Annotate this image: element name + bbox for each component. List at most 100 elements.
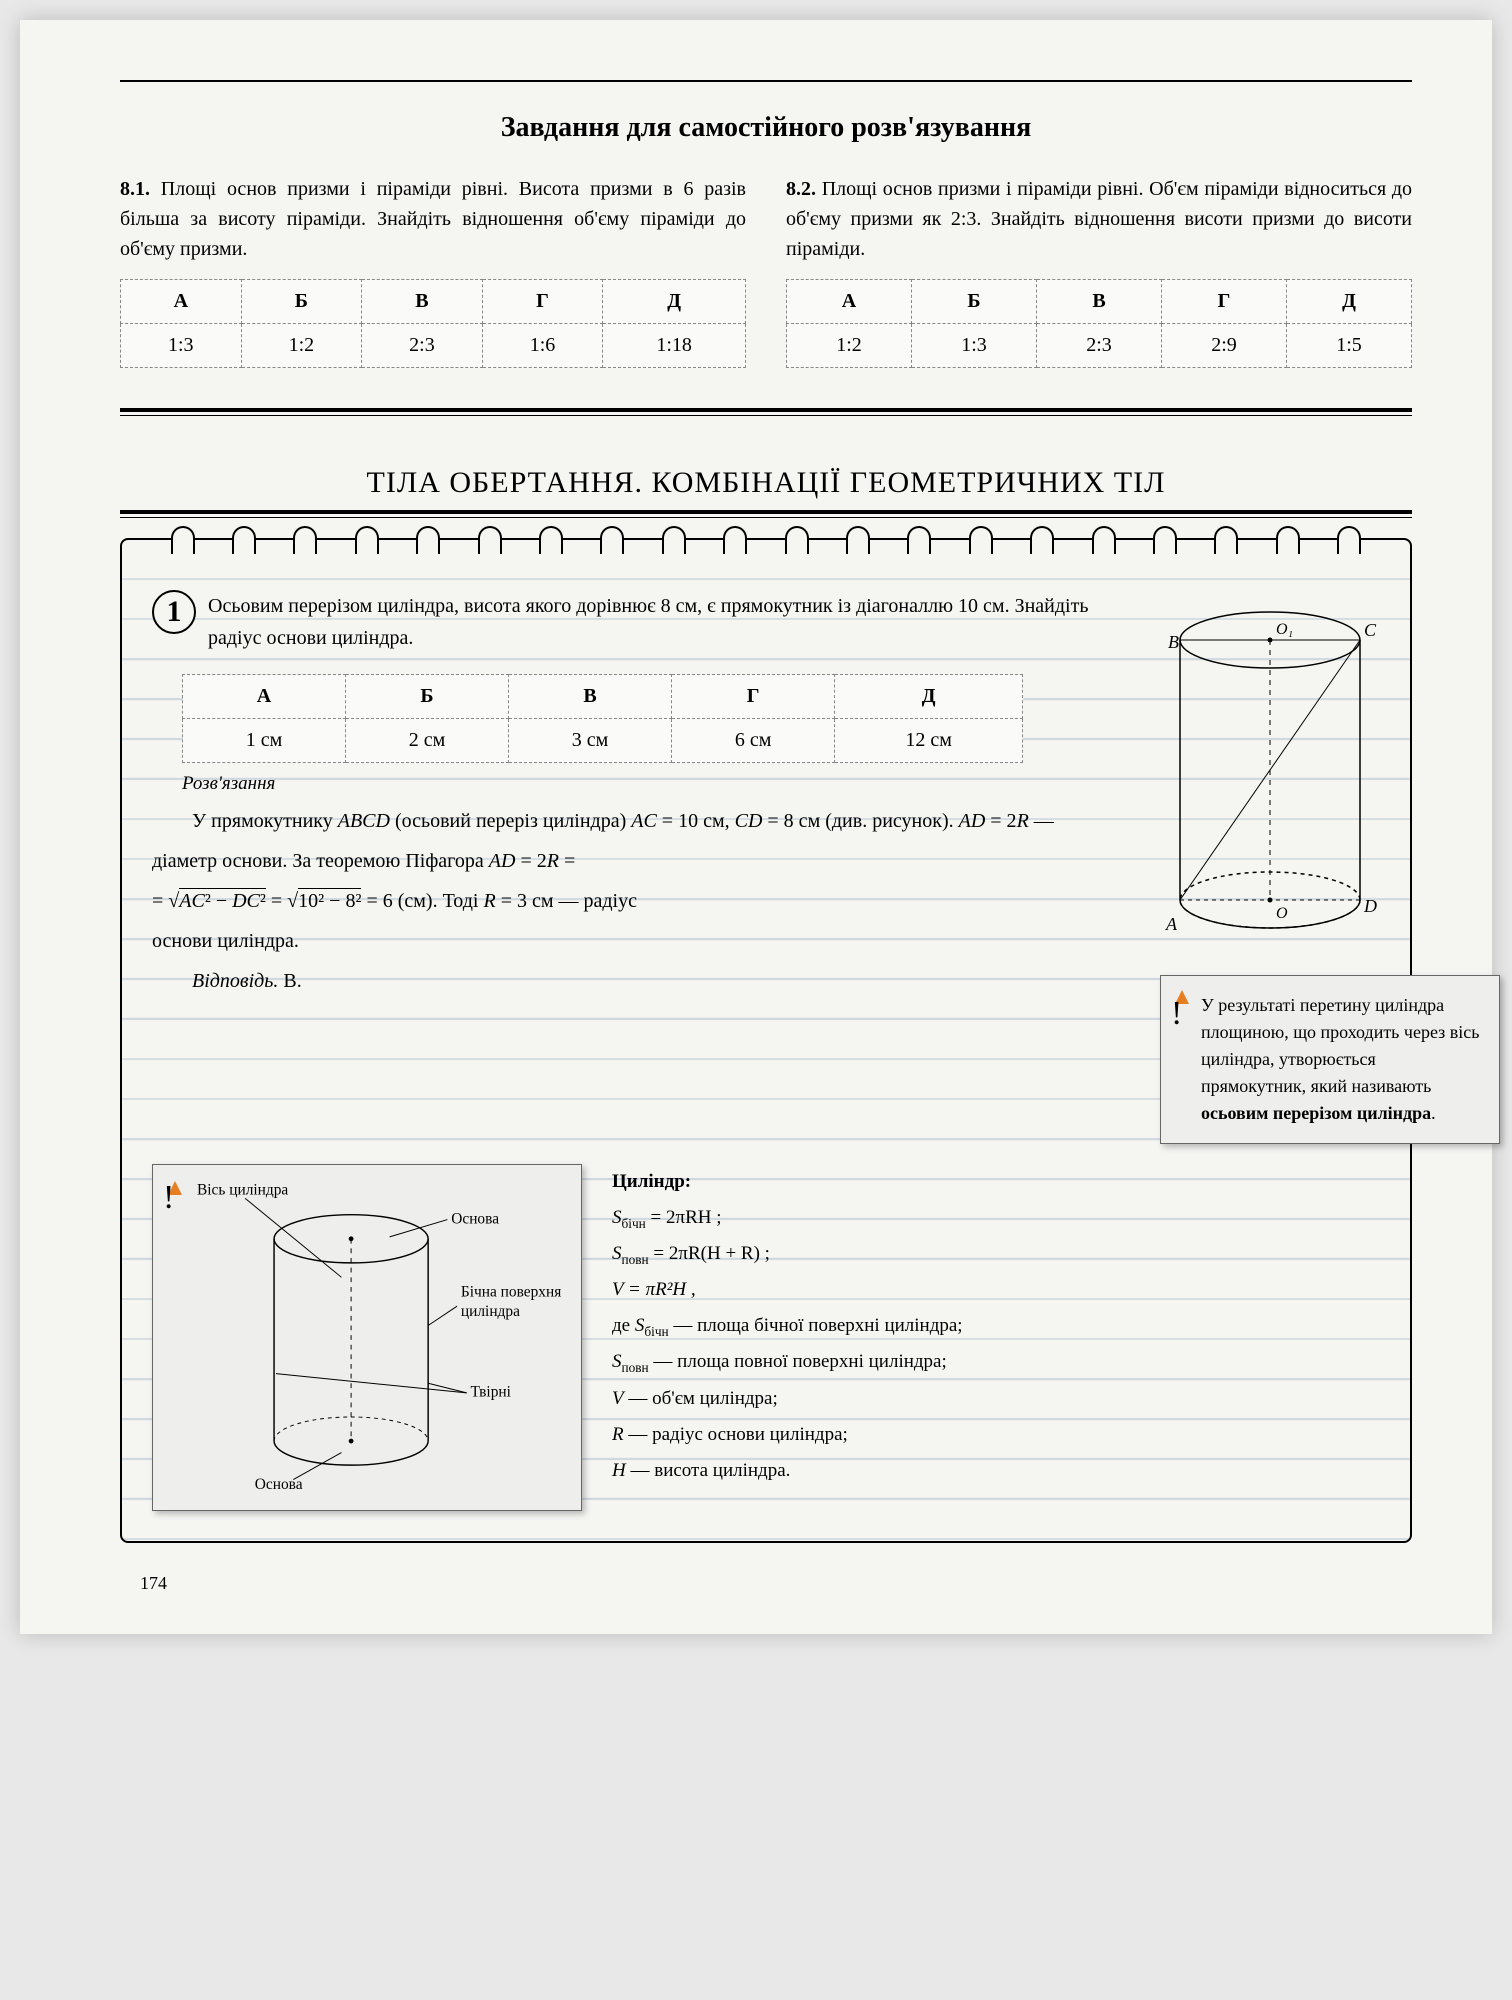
answer-cell: 2:3 bbox=[362, 324, 483, 368]
answer-cell: 3 см bbox=[509, 719, 672, 763]
problem-body: Площі основ призми і піраміди рівні. Вис… bbox=[120, 178, 746, 260]
circled-number: 1 bbox=[152, 590, 196, 634]
solution-text: У прямокутнику ABCD (осьовий переріз цил… bbox=[152, 801, 1130, 1001]
answer-table-81: А Б В Г Д 1:3 1:2 2:3 1:6 1:18 bbox=[120, 279, 746, 368]
answer-cell: 1:2 bbox=[241, 324, 362, 368]
notebook-panel: 1 Осьовим перерізом циліндра, висота яко… bbox=[120, 538, 1412, 1543]
cylinder-svg: B C A D O₁ O bbox=[1160, 600, 1380, 940]
svg-text:B: B bbox=[1168, 632, 1179, 652]
ring-icon bbox=[478, 526, 502, 554]
col-header: В bbox=[362, 280, 483, 324]
answer-cell: 1:2 bbox=[787, 324, 912, 368]
col-header: Д bbox=[835, 675, 1023, 719]
problem-8-2: 8.2. Площі основ призми і піраміди рівні… bbox=[786, 174, 1412, 368]
ring-icon bbox=[1030, 526, 1054, 554]
answer-cell: 6 см bbox=[672, 719, 835, 763]
problems-row: 8.1. Площі основ призми і піраміди рівні… bbox=[120, 174, 1412, 368]
answer-letter: В. bbox=[283, 970, 301, 992]
exclamation-icon: ! bbox=[163, 1179, 174, 1217]
ring-icon bbox=[907, 526, 931, 554]
spiral-binding bbox=[122, 526, 1410, 554]
page-number: 174 bbox=[140, 1573, 1412, 1594]
col-header: А bbox=[121, 280, 242, 324]
problem-number: 8.1. bbox=[120, 178, 150, 200]
answer-label: Відповідь. bbox=[192, 970, 278, 992]
col-header: Г bbox=[482, 280, 603, 324]
answer-cell: 1:3 bbox=[121, 324, 242, 368]
problem-body: Площі основ призми і піраміди рівні. Об'… bbox=[786, 178, 1412, 260]
ring-icon bbox=[1337, 526, 1361, 554]
top-rule bbox=[120, 80, 1412, 82]
col-header: В bbox=[509, 675, 672, 719]
svg-text:O: O bbox=[1276, 905, 1288, 922]
ring-icon bbox=[969, 526, 993, 554]
problem-text: 8.2. Площі основ призми і піраміди рівні… bbox=[786, 174, 1412, 264]
solution-label: Розв'язання bbox=[182, 773, 1130, 795]
svg-text:Вісь циліндра: Вісь циліндра bbox=[197, 1181, 288, 1198]
problem-content: 1 Осьовим перерізом циліндра, висота яко… bbox=[152, 590, 1130, 1021]
ring-icon bbox=[723, 526, 747, 554]
cylinder-parts-svg: Вісь циліндра Основа Бічна поверхня цилі… bbox=[197, 1181, 563, 1489]
answer-cell: 1:18 bbox=[603, 324, 746, 368]
ring-icon bbox=[416, 526, 440, 554]
svg-text:Бічна поверхня: Бічна поверхня bbox=[461, 1284, 561, 1301]
page: Завдання для самостійного розв'язування … bbox=[20, 20, 1492, 1634]
svg-text:Основа: Основа bbox=[451, 1210, 499, 1227]
col-header: Д bbox=[603, 280, 746, 324]
col-header: Г bbox=[1162, 280, 1287, 324]
ring-icon bbox=[355, 526, 379, 554]
ring-icon bbox=[539, 526, 563, 554]
ring-icon bbox=[1276, 526, 1300, 554]
svg-text:C: C bbox=[1364, 620, 1377, 640]
formula-row: ! Вісь циліндра Основа Бічна bbox=[152, 1164, 1380, 1511]
col-header: Д bbox=[1287, 280, 1412, 324]
note-text: У результаті перетину циліндра площиною,… bbox=[1201, 995, 1479, 1123]
col-header: А bbox=[787, 280, 912, 324]
ring-icon bbox=[600, 526, 624, 554]
svg-text:Твірні: Твірні bbox=[471, 1384, 511, 1401]
section-heading: Завдання для самостійного розв'язування bbox=[120, 112, 1412, 144]
answer-cell: 1:6 bbox=[482, 324, 603, 368]
svg-text:циліндра: циліндра bbox=[461, 1303, 520, 1320]
answer-cell: 12 см bbox=[835, 719, 1023, 763]
chapter-rule-bottom bbox=[120, 510, 1412, 518]
ring-icon bbox=[1153, 526, 1177, 554]
note-box: ! У результаті перетину циліндра площино… bbox=[1160, 975, 1500, 1144]
answer-cell: 1:5 bbox=[1287, 324, 1412, 368]
ring-icon bbox=[1092, 526, 1116, 554]
cylinder-parts-diagram: ! Вісь циліндра Основа Бічна bbox=[152, 1164, 582, 1511]
ring-icon bbox=[662, 526, 686, 554]
col-header: В bbox=[1037, 280, 1162, 324]
chapter-heading: ТІЛА ОБЕРТАННЯ. КОМБІНАЦІЇ ГЕОМЕТРИЧНИХ … bbox=[120, 466, 1412, 500]
answer-cell: 2:9 bbox=[1162, 324, 1287, 368]
problem-text: 8.1. Площі основ призми і піраміди рівні… bbox=[120, 174, 746, 264]
answer-cell: 2:3 bbox=[1037, 324, 1162, 368]
answer-cell: 2 см bbox=[346, 719, 509, 763]
cylinder-figure: B C A D O₁ O ! У результаті перетину цил… bbox=[1160, 600, 1380, 1144]
ring-icon bbox=[846, 526, 870, 554]
col-header: А bbox=[183, 675, 346, 719]
answer-cell: 1 см bbox=[183, 719, 346, 763]
svg-text:O₁: O₁ bbox=[1276, 621, 1293, 638]
svg-text:D: D bbox=[1363, 896, 1377, 916]
formula-title: Циліндр: bbox=[612, 1164, 1380, 1200]
formula-definitions: Циліндр: Sбічн = 2πRH ; Sповн = 2πR(H + … bbox=[612, 1164, 1380, 1489]
col-header: Г bbox=[672, 675, 835, 719]
exclamation-icon: ! bbox=[1171, 988, 1182, 1039]
ring-icon bbox=[171, 526, 195, 554]
chapter-rule-top bbox=[120, 408, 1412, 416]
ring-icon bbox=[1214, 526, 1238, 554]
col-header: Б bbox=[241, 280, 362, 324]
ring-icon bbox=[232, 526, 256, 554]
problem-number: 8.2. bbox=[786, 178, 816, 200]
svg-text:A: A bbox=[1165, 914, 1178, 934]
col-header: Б bbox=[912, 280, 1037, 324]
svg-text:Основа: Основа bbox=[255, 1476, 303, 1489]
ring-icon bbox=[785, 526, 809, 554]
worked-problem-1: 1 Осьовим перерізом циліндра, висота яко… bbox=[152, 590, 1380, 1144]
answer-table-82: А Б В Г Д 1:2 1:3 2:3 2:9 1:5 bbox=[786, 279, 1412, 368]
answer-cell: 1:3 bbox=[912, 324, 1037, 368]
problem-8-1: 8.1. Площі основ призми і піраміди рівні… bbox=[120, 174, 746, 368]
problem-statement: Осьовим перерізом циліндра, висота якого… bbox=[208, 590, 1130, 654]
col-header: Б bbox=[346, 675, 509, 719]
